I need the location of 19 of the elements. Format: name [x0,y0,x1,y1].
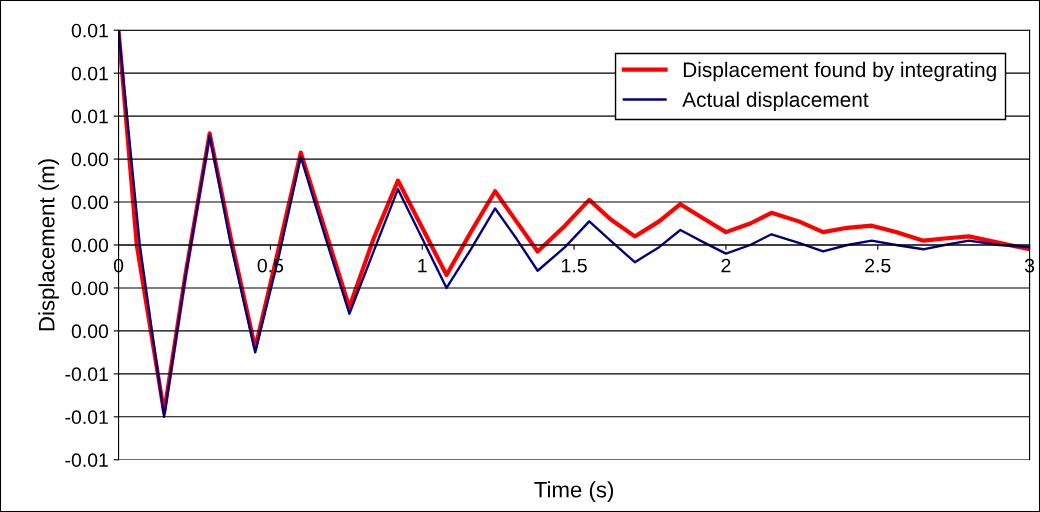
y-tick-label: 0.01 [71,109,108,124]
y-axis-title: Displacement (m) [38,159,59,331]
y-tick-label: 0.00 [71,195,109,210]
y-tick-label: -0.01 [65,367,108,382]
x-tick-label: 1 [418,258,427,273]
y-tick-label: 0.00 [71,324,109,339]
y-tick-label: 0.00 [71,281,109,296]
y-tick-label: 0.00 [71,238,109,253]
y-tick-label: -0.01 [65,453,108,468]
legend-label: Actual displacement [682,91,869,112]
legend-label: Displacement found by integrating [683,61,996,82]
y-tick-label: -0.01 [65,410,108,425]
y-tick-label: 0.01 [71,23,108,38]
x-tick-label: 2.5 [865,258,891,273]
y-tick-label: 0.00 [71,152,109,167]
x-axis-title: Time (s) [534,481,614,502]
y-tick-label: 0.01 [71,66,108,81]
x-tick-label: 2 [721,258,731,273]
x-tick-label: 1.5 [562,258,587,273]
